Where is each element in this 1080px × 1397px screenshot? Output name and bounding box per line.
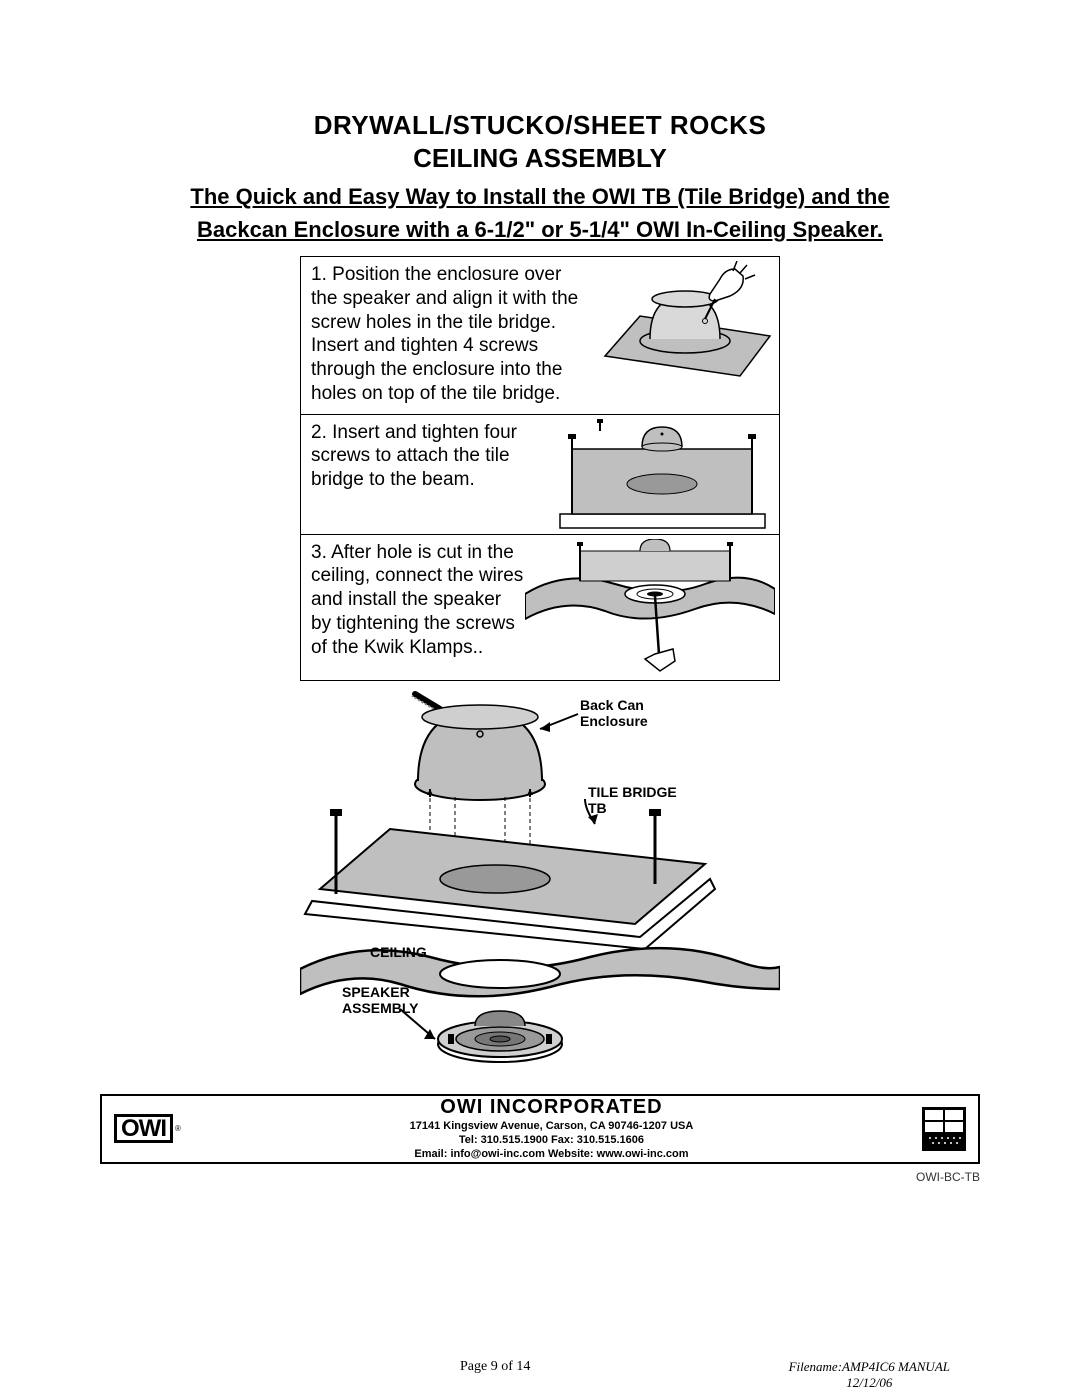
step-1: 1. Position the enclosure over the speak… bbox=[301, 257, 779, 415]
assembly-diagram: Back Can Enclosure TILE BRIDGE TB CEILIN… bbox=[300, 689, 780, 1084]
doc-code: OWI-BC-TB bbox=[0, 1170, 980, 1184]
badge-icon bbox=[922, 1107, 966, 1151]
subtitle-line-2: Backcan Enclosure with a 6-1/2" or 5-1/4… bbox=[197, 217, 883, 242]
label-ceiling: CEILING bbox=[370, 944, 427, 960]
title-block: DRYWALL/STUCKO/SHEET ROCKS CEILING ASSEM… bbox=[100, 110, 980, 246]
manual-page: DRYWALL/STUCKO/SHEET ROCKS CEILING ASSEM… bbox=[0, 0, 1080, 1164]
company-address: 17141 Kingsview Avenue, Carson, CA 90746… bbox=[410, 1120, 694, 1134]
footer-box: OWI ® OWI INCORPORATED 17141 Kingsview A… bbox=[100, 1094, 980, 1164]
assembly-svg bbox=[300, 689, 780, 1084]
label-speaker: SPEAKER ASSEMBLY bbox=[342, 984, 419, 1016]
step-1-figure bbox=[585, 261, 775, 391]
logo-text: OWI bbox=[114, 1114, 173, 1142]
step-3: 3. After hole is cut in the ceiling, con… bbox=[301, 535, 779, 680]
company-name: OWI INCORPORATED bbox=[410, 1095, 694, 1120]
steps-table: 1. Position the enclosure over the speak… bbox=[300, 256, 780, 681]
company-info: OWI INCORPORATED 17141 Kingsview Avenue,… bbox=[410, 1095, 694, 1161]
subtitle-line-1: The Quick and Easy Way to Install the OW… bbox=[190, 184, 889, 209]
logo-mark: ® bbox=[173, 1124, 181, 1133]
step-3-text: 3. After hole is cut in the ceiling, con… bbox=[311, 541, 526, 660]
step-2-text: 2. Insert and tighten four screws to att… bbox=[311, 421, 551, 492]
company-tel: Tel: 310.515.1900 Fax: 310.515.1606 bbox=[410, 1134, 694, 1148]
logo: OWI ® bbox=[114, 1114, 181, 1142]
title-line-2: CEILING ASSEMBLY bbox=[100, 143, 980, 174]
step-2: 2. Insert and tighten four screws to att… bbox=[301, 415, 779, 535]
company-email: Email: info@owi-inc.com Website: www.owi… bbox=[410, 1148, 694, 1162]
filename-date: Filename:AMP4IC6 MANUAL 12/12/06 bbox=[789, 1359, 950, 1391]
page-number: Page 9 of 14 bbox=[460, 1359, 530, 1375]
title-line-1: DRYWALL/STUCKO/SHEET ROCKS bbox=[100, 110, 980, 141]
subtitle: The Quick and Easy Way to Install the OW… bbox=[100, 180, 980, 246]
step-3-figure bbox=[525, 539, 775, 679]
step-2-figure bbox=[550, 419, 775, 534]
label-tilebridge: TILE BRIDGE TB bbox=[588, 784, 677, 816]
step-1-text: 1. Position the enclosure over the speak… bbox=[311, 263, 581, 406]
label-backcan: Back Can Enclosure bbox=[580, 697, 648, 729]
